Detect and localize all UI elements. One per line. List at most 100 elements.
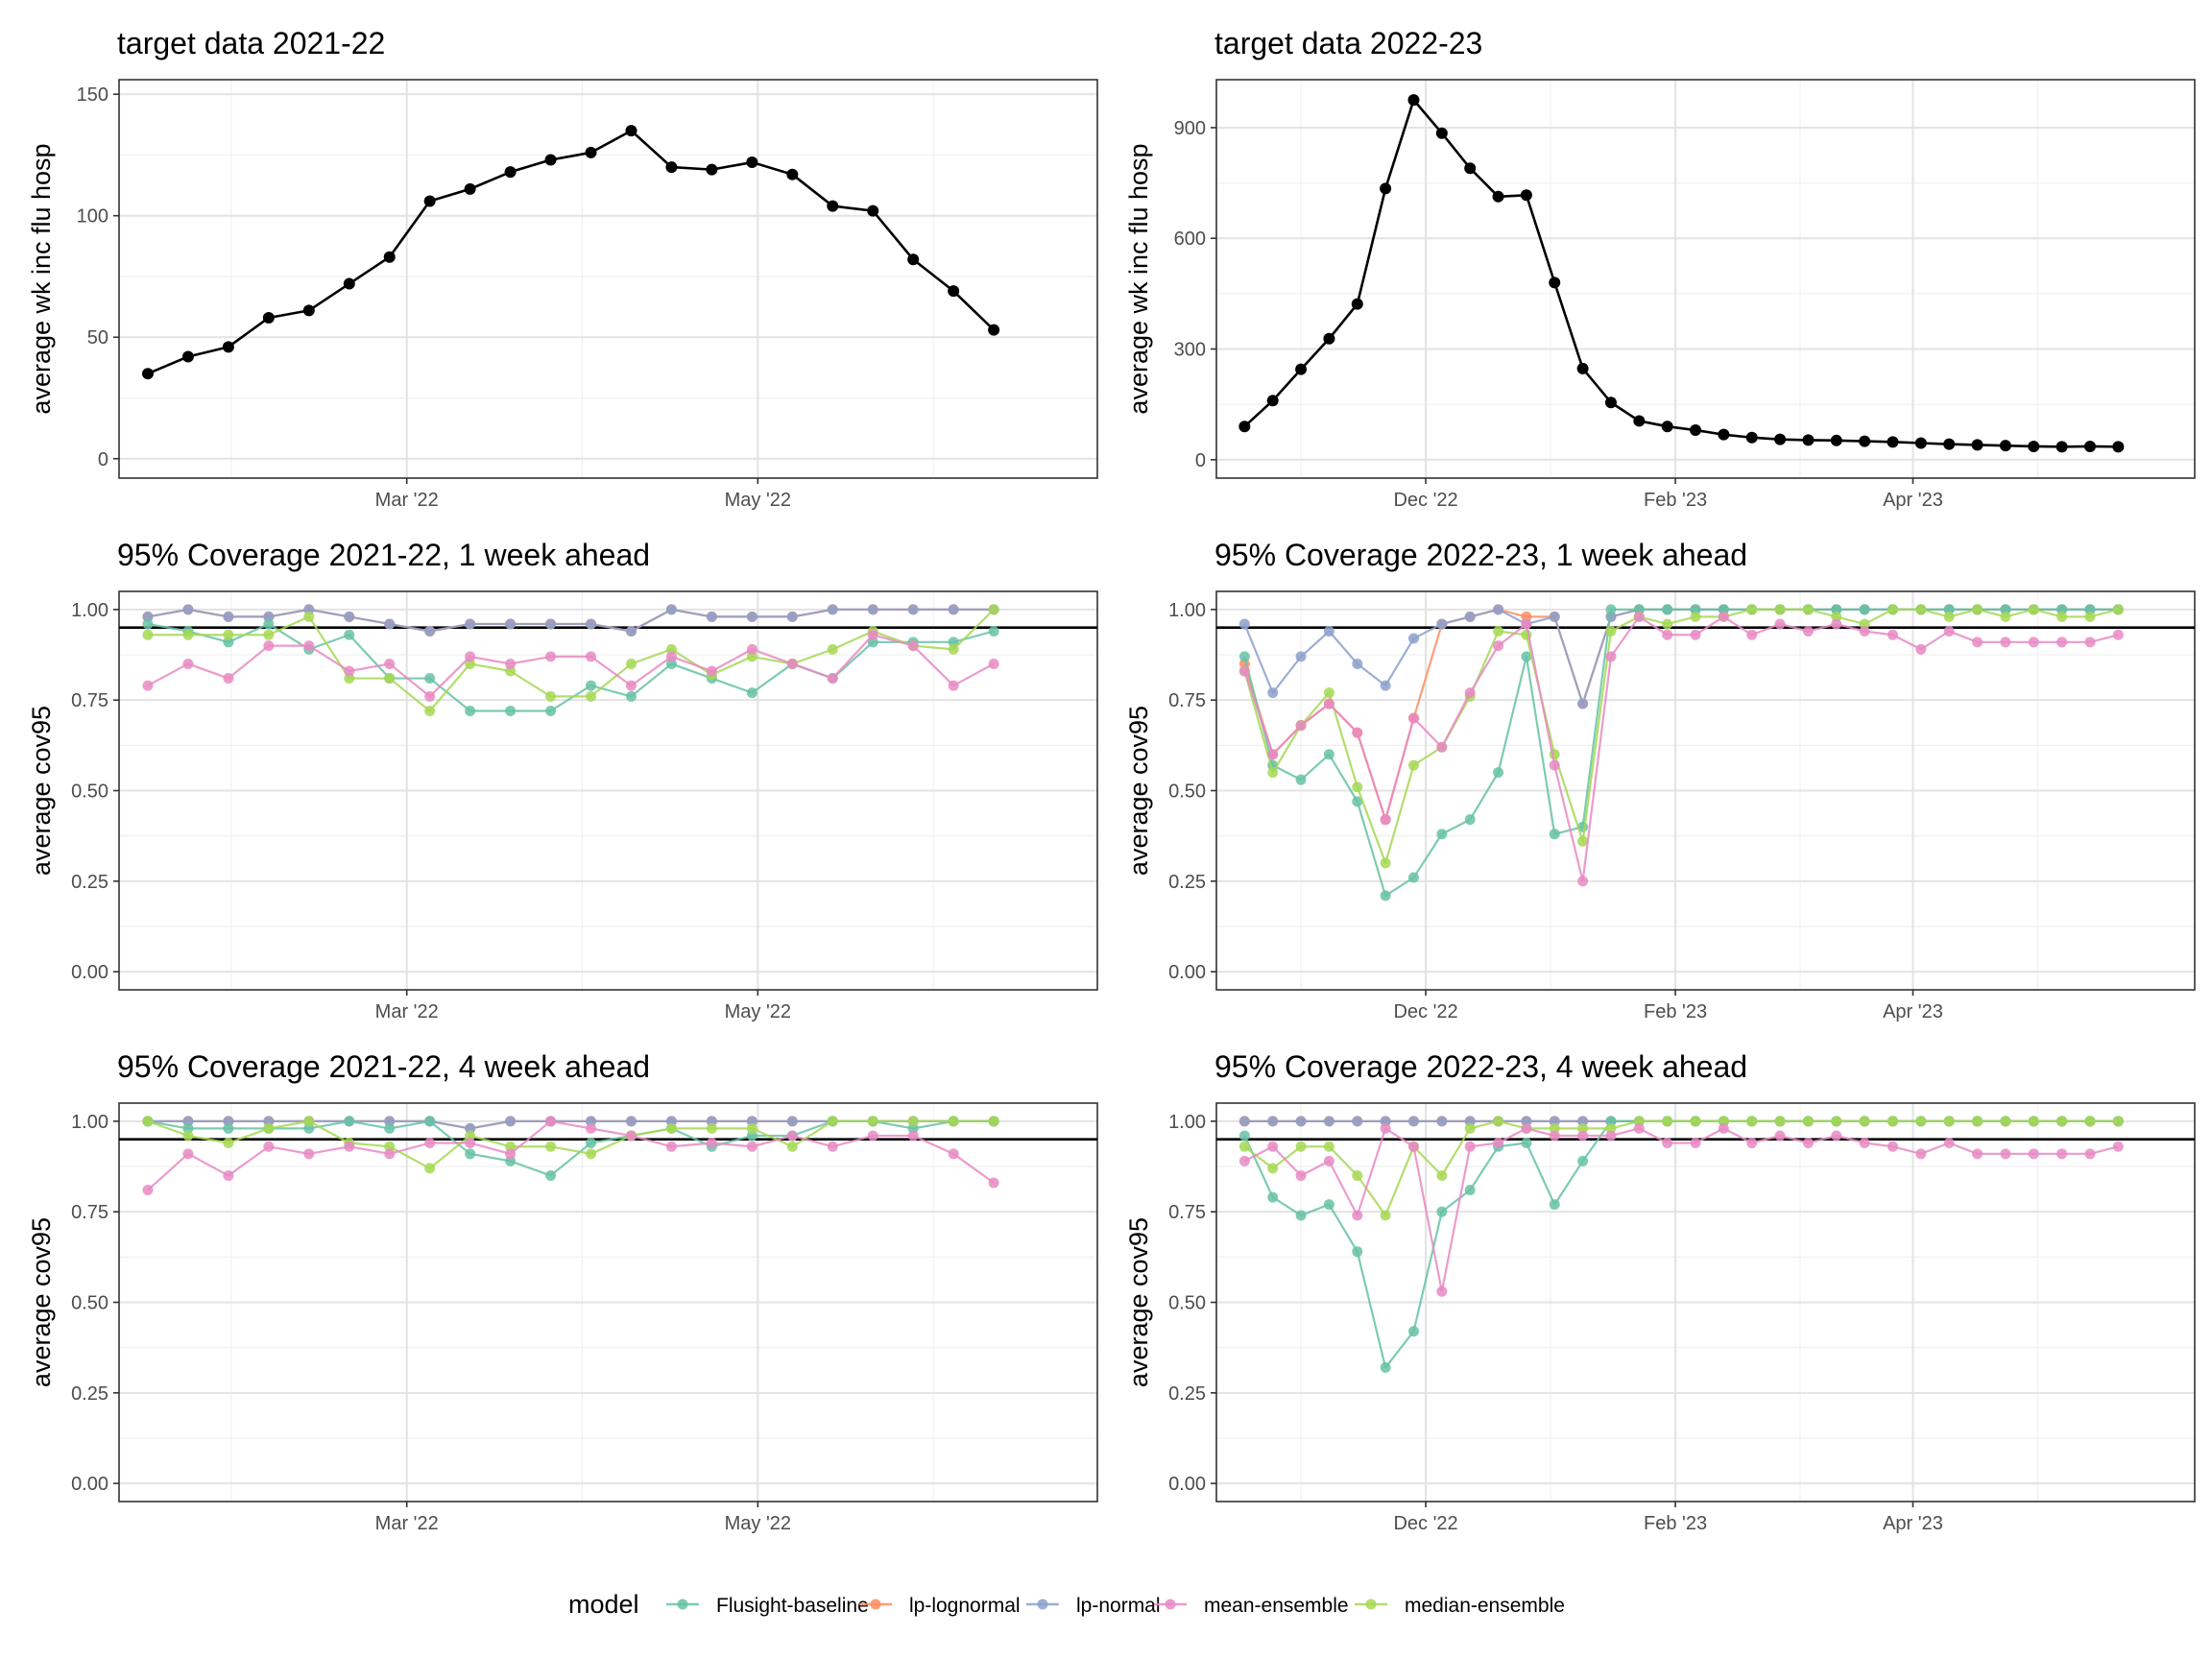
data-point-mean-ensemble — [2028, 1148, 2039, 1160]
data-point-median-ensemble — [1493, 626, 1504, 637]
data-point-target — [1633, 415, 1646, 427]
data-point-mean-ensemble — [384, 1148, 396, 1160]
chart-panel-5: 0.00 0.25 0.50 0.75 1.00 Mar '22 May '22 95% Co… — [27, 1049, 1098, 1534]
panel-title: 95% Coverage 2021-22, 4 week ahead — [117, 1049, 650, 1084]
data-point-median-ensemble — [2084, 611, 2096, 622]
data-point-target — [1351, 298, 1363, 310]
y-tick-label: 1.00 — [71, 1112, 108, 1133]
legend-item-lp-lognormal: lp-lognormal — [859, 1595, 1021, 1617]
data-point-mean-ensemble — [1521, 618, 1532, 630]
data-point-median-ensemble — [1915, 1116, 1927, 1127]
x-tick-label: Mar '22 — [375, 490, 439, 511]
data-point-target — [2083, 440, 2096, 452]
data-point-lp-normal — [505, 1116, 517, 1127]
data-point-mean-ensemble — [665, 651, 677, 662]
data-point-lp-normal — [786, 611, 798, 622]
data-point-median-ensemble — [827, 643, 838, 655]
data-point-median-ensemble — [344, 673, 355, 685]
data-point-target — [383, 251, 396, 263]
data-point-Flusight-baseline — [2056, 604, 2068, 615]
data-point-lp-normal — [223, 1116, 234, 1127]
data-point-lp-normal — [263, 1116, 275, 1127]
data-point-mean-ensemble — [1915, 1148, 1927, 1160]
data-point-median-ensemble — [1464, 1122, 1476, 1134]
data-point-Flusight-baseline — [988, 626, 999, 637]
data-point-median-ensemble — [2112, 604, 2124, 615]
data-point-Flusight-baseline — [1521, 651, 1532, 662]
series-line-median-ensemble — [147, 609, 995, 712]
data-point-lp-normal — [1407, 633, 1419, 644]
data-point-median-ensemble — [263, 1122, 275, 1134]
data-point-median-ensemble — [1323, 687, 1334, 699]
panel-border — [1215, 79, 2196, 479]
data-point-mean-ensemble — [182, 1148, 194, 1160]
y-tick-label: 1.00 — [71, 600, 108, 621]
data-point-target — [988, 324, 1000, 336]
data-point-mean-ensemble — [988, 1177, 999, 1189]
y-tick-label: 0.00 — [71, 1474, 108, 1495]
y-tick-label: 0.50 — [1168, 1293, 1206, 1314]
data-point-lp-normal — [867, 604, 878, 615]
data-point-target — [1745, 431, 1758, 444]
data-point-median-ensemble — [1407, 759, 1419, 771]
legend-key-point — [677, 1599, 688, 1610]
data-point-lp-normal — [1521, 1116, 1532, 1127]
data-point-mean-ensemble — [303, 640, 315, 652]
data-point-median-ensemble — [988, 1116, 999, 1127]
data-point-lp-normal — [1238, 618, 1250, 630]
data-point-mean-ensemble — [545, 1116, 557, 1127]
data-point-median-ensemble — [384, 673, 396, 685]
data-point-Flusight-baseline — [1690, 604, 1701, 615]
y-axis-title: average cov95 — [27, 706, 56, 876]
data-point-target — [827, 200, 839, 212]
data-point-median-ensemble — [1802, 1116, 1814, 1127]
y-tick-label: 50 — [87, 327, 108, 349]
data-point-lp-normal — [586, 618, 597, 630]
data-point-target — [1802, 434, 1815, 446]
data-point-mean-ensemble — [384, 658, 396, 669]
data-point-median-ensemble — [2000, 611, 2011, 622]
data-point-mean-ensemble — [263, 640, 275, 652]
data-point-mean-ensemble — [948, 1148, 959, 1160]
data-point-median-ensemble — [1831, 1116, 1842, 1127]
data-point-mean-ensemble — [1352, 1210, 1363, 1221]
data-point-mean-ensemble — [1690, 629, 1701, 640]
legend-label: lp-normal — [1076, 1595, 1161, 1617]
data-point-target — [2112, 441, 2125, 453]
data-point-mean-ensemble — [223, 673, 234, 685]
data-point-median-ensemble — [1267, 767, 1279, 779]
data-point-median-ensemble — [2056, 1116, 2068, 1127]
series-line-mean-ensemble — [147, 634, 995, 698]
data-point-mean-ensemble — [1464, 687, 1476, 699]
data-point-lp-normal — [706, 611, 717, 622]
series-target — [141, 125, 1000, 380]
data-point-Flusight-baseline — [586, 680, 597, 691]
data-point-mean-ensemble — [746, 643, 757, 655]
data-point-target — [1887, 436, 1899, 448]
data-point-lp-normal — [344, 611, 355, 622]
data-point-Flusight-baseline — [1549, 829, 1560, 840]
data-point-mean-ensemble — [344, 665, 355, 677]
panel-title: target data 2021-22 — [117, 26, 385, 60]
data-point-target — [706, 163, 718, 176]
data-point-Flusight-baseline — [1943, 604, 1955, 615]
data-point-Flusight-baseline — [907, 1122, 919, 1134]
data-point-target — [1774, 433, 1787, 445]
data-point-target — [746, 156, 758, 169]
data-point-lp-normal — [1436, 618, 1448, 630]
data-point-median-ensemble — [1380, 857, 1391, 869]
data-point-median-ensemble — [505, 1141, 517, 1152]
x-tick-label: May '22 — [725, 1001, 791, 1022]
y-tick-label: 0.75 — [1168, 690, 1206, 711]
x-tick-label: May '22 — [725, 1513, 791, 1534]
data-point-median-ensemble — [1605, 1122, 1617, 1134]
data-point-Flusight-baseline — [2084, 604, 2096, 615]
data-point-lp-normal — [465, 618, 476, 630]
data-point-target — [464, 182, 476, 195]
data-point-target — [1492, 190, 1504, 203]
data-point-Flusight-baseline — [1352, 1246, 1363, 1258]
data-point-mean-ensemble — [867, 629, 878, 640]
data-point-lp-normal — [907, 604, 919, 615]
data-point-mean-ensemble — [1718, 1122, 1729, 1134]
data-point-lp-normal — [182, 604, 194, 615]
